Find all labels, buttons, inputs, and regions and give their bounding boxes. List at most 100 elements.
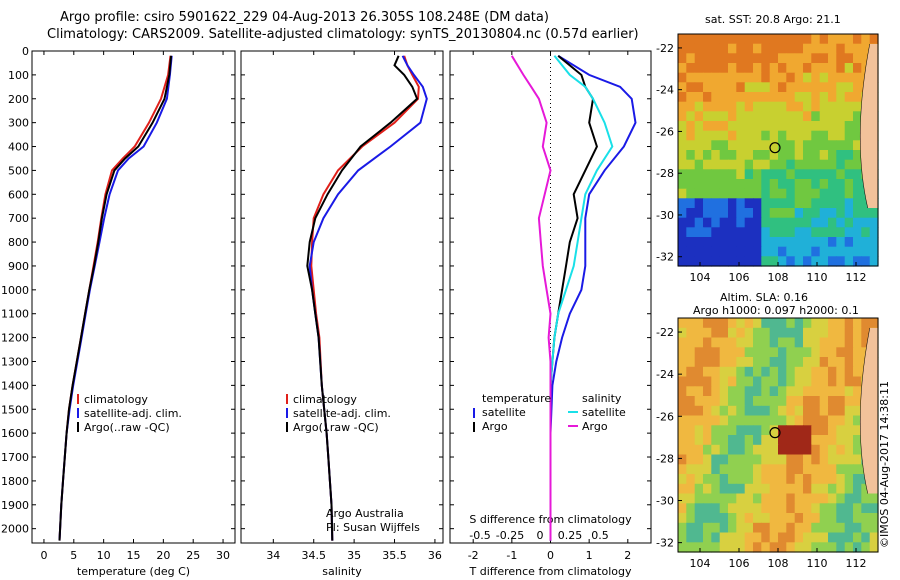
map-cell (819, 227, 829, 238)
x-tick-label: 34 (266, 549, 280, 562)
y-tick-label: 500 (8, 164, 29, 177)
map-cell (786, 72, 796, 83)
map-cell (786, 63, 796, 74)
map-cell (703, 43, 712, 54)
map-cell (853, 53, 862, 64)
map-cell (794, 318, 804, 329)
map-cell (869, 542, 879, 553)
map-cell (694, 256, 704, 267)
map-cell (703, 256, 712, 267)
map-cell (744, 337, 754, 348)
map-cell (703, 198, 712, 209)
map-cell (753, 396, 762, 407)
map-cell (744, 366, 754, 378)
map-cell (761, 357, 771, 368)
map-cell (794, 53, 804, 64)
map-cell (719, 513, 729, 524)
map-cell (711, 386, 721, 397)
map-y-tick-label: -24 (656, 84, 674, 97)
map-cell (853, 217, 862, 228)
map-cell (694, 237, 704, 248)
map-cell (678, 227, 687, 238)
map-cell (853, 464, 862, 475)
map-cell (836, 444, 846, 456)
map-cell (769, 150, 779, 161)
map-cell (753, 366, 762, 378)
map-cell (736, 532, 746, 543)
map-cell (769, 386, 779, 397)
map-cell (803, 169, 812, 180)
sla-map-title-line2: Argo h1000: 0.097 h2000: 0.1 (693, 304, 859, 317)
map-cell (736, 386, 746, 397)
map-cell (844, 150, 854, 161)
map-cell (794, 237, 804, 248)
legend-label: Argo(..raw -QC) (84, 421, 170, 434)
map-cell (694, 318, 704, 329)
map-cell (819, 150, 829, 161)
map-cell (853, 63, 862, 74)
map-cell (811, 444, 821, 456)
map-cell (828, 513, 837, 524)
y-tick-label: 300 (8, 117, 29, 130)
map-cell (711, 159, 721, 170)
map-cell (861, 198, 871, 209)
map-cell (686, 464, 696, 475)
map-cell (728, 396, 737, 407)
map-cell (744, 111, 754, 122)
map-cell (753, 493, 762, 504)
map-cell (853, 34, 862, 45)
map-cell (744, 179, 754, 190)
map-cell (819, 386, 829, 397)
map-cell (811, 396, 821, 407)
map-cell (703, 82, 712, 93)
map-cell (719, 72, 729, 83)
map-cell (853, 483, 862, 495)
map-cell (803, 43, 812, 54)
map-cell (819, 444, 829, 456)
map-cell (819, 246, 829, 257)
map-cell (836, 179, 846, 190)
map-cell (694, 169, 704, 180)
map-cell (769, 140, 779, 151)
map-cell (786, 198, 796, 209)
map-cell (719, 493, 729, 504)
map-cell (819, 237, 829, 248)
map-cell (719, 318, 729, 329)
map-cell (778, 34, 787, 45)
map-cell (803, 150, 812, 161)
map-cell (728, 542, 737, 553)
s-tick-label: -0.25 (496, 529, 524, 542)
map-cell (794, 208, 804, 219)
map-cell (811, 532, 821, 543)
map-cell (853, 246, 862, 257)
map-cell (678, 111, 687, 122)
y-tick-label: 1200 (1, 332, 29, 345)
map-cell (694, 188, 704, 199)
map-cell (736, 130, 746, 141)
map-cell (678, 425, 687, 436)
map-cell (761, 63, 771, 74)
map-cell (778, 111, 787, 122)
map-cell (836, 376, 846, 387)
map-cell (819, 198, 829, 209)
map-cell (711, 396, 721, 407)
map-cell (703, 179, 712, 190)
map-cell (811, 366, 821, 378)
map-cell (761, 464, 771, 475)
map-cell (794, 101, 804, 112)
map-cell (719, 256, 729, 267)
map-cell (778, 246, 787, 257)
map-cell (853, 542, 862, 553)
map-cell (786, 82, 796, 93)
map-cell (736, 327, 746, 339)
map-cell (686, 542, 696, 553)
map-cell (686, 92, 696, 103)
map-cell (844, 513, 854, 524)
y-tick-label: 1000 (1, 284, 29, 297)
map-cell (853, 493, 862, 504)
map-cell (711, 198, 721, 209)
y-tick-label: 1700 (1, 451, 29, 464)
map-cell (678, 237, 687, 248)
map-cell (803, 92, 812, 103)
map-cell (736, 444, 746, 456)
